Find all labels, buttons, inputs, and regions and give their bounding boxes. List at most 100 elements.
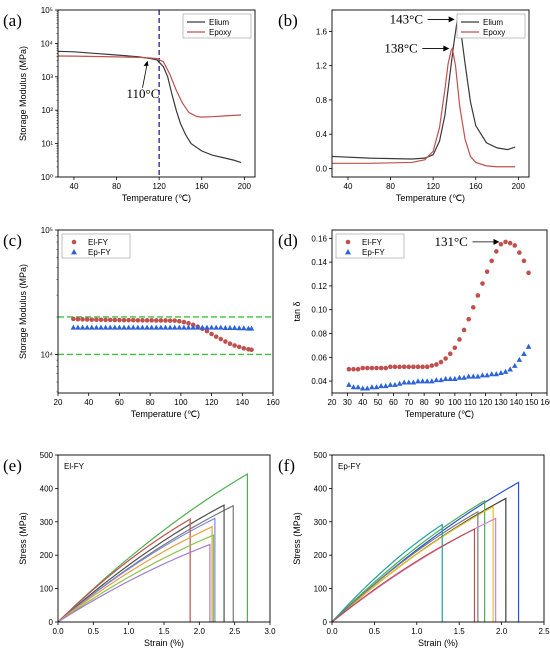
x-tick-label: 40 bbox=[70, 182, 79, 191]
data-point bbox=[355, 384, 361, 390]
data-point bbox=[231, 324, 238, 330]
data-point bbox=[511, 362, 518, 368]
stress-strain-curve bbox=[332, 510, 479, 622]
data-point bbox=[420, 364, 425, 370]
y-tick-label: 10⁵ bbox=[41, 226, 53, 235]
data-point bbox=[512, 243, 518, 248]
x-tick-label: 160 bbox=[195, 182, 209, 191]
x-tick-label: 160 bbox=[540, 398, 550, 407]
data-point bbox=[75, 316, 81, 322]
panel-label: (d) bbox=[278, 231, 298, 250]
data-point bbox=[470, 373, 477, 379]
data-point bbox=[516, 356, 523, 362]
x-tick-label: 120 bbox=[426, 182, 440, 191]
annotation-arrowhead bbox=[443, 45, 450, 52]
x-tick-label: 120 bbox=[152, 182, 166, 191]
plot-frame bbox=[331, 229, 548, 394]
legend-label: Epoxy bbox=[483, 28, 505, 37]
panel-e: (e) 0.0 0.5 1.0 1.5 2.0 2.5 3.0 0 100 200 300 400 500… bbox=[3, 451, 276, 648]
data-point bbox=[378, 383, 384, 389]
legend-label: Elium bbox=[209, 18, 229, 27]
data-point bbox=[121, 317, 127, 323]
data-point bbox=[503, 239, 508, 245]
data-point bbox=[102, 324, 109, 330]
data-point bbox=[373, 384, 380, 390]
data-point bbox=[236, 344, 242, 350]
data-point bbox=[135, 324, 141, 330]
data-point bbox=[507, 240, 513, 246]
data-point bbox=[172, 318, 178, 323]
legend-marker bbox=[71, 249, 77, 255]
data-point bbox=[465, 373, 472, 379]
stress-strain-curve bbox=[58, 534, 215, 622]
data-point bbox=[452, 375, 458, 381]
data-point bbox=[396, 380, 403, 386]
data-point bbox=[442, 375, 449, 381]
data-point bbox=[397, 364, 402, 370]
x-tick-label: 0.5 bbox=[88, 627, 100, 636]
y-axis-label: Storage Modulus (MPa) bbox=[18, 46, 28, 141]
annotation-arrow bbox=[142, 61, 148, 88]
data-point bbox=[475, 373, 481, 379]
data-point bbox=[171, 324, 178, 330]
data-point bbox=[502, 368, 509, 374]
y-tick-label: 10⁴ bbox=[41, 39, 54, 48]
data-point bbox=[470, 305, 476, 310]
data-point bbox=[213, 334, 219, 339]
data-point bbox=[190, 324, 196, 330]
x-tick-label: 80 bbox=[146, 398, 155, 407]
stress-strain-curve bbox=[58, 543, 211, 622]
stress-strain-curve bbox=[58, 517, 216, 622]
x-tick-label: 70 bbox=[404, 398, 413, 407]
x-tick-label: 150 bbox=[525, 398, 539, 407]
panel-label: (f) bbox=[278, 456, 295, 475]
data-point bbox=[517, 250, 522, 255]
y-tick-label: 400 bbox=[314, 484, 328, 493]
data-point bbox=[401, 379, 407, 385]
legend-label: Epoxy bbox=[209, 28, 231, 37]
data-point bbox=[236, 325, 243, 331]
data-point bbox=[369, 365, 375, 371]
x-tick-label: 20 bbox=[54, 398, 63, 407]
data-point bbox=[457, 337, 462, 342]
data-point bbox=[484, 269, 490, 274]
data-point bbox=[466, 316, 471, 322]
data-point bbox=[227, 341, 233, 346]
data-point bbox=[521, 258, 527, 264]
data-point bbox=[415, 364, 421, 370]
data-point bbox=[494, 249, 499, 254]
data-point bbox=[94, 317, 99, 323]
data-point bbox=[424, 378, 431, 384]
x-tick-label: 2.0 bbox=[194, 627, 206, 636]
data-point bbox=[447, 351, 453, 357]
y-tick-label: 10⁴ bbox=[41, 350, 54, 359]
data-point bbox=[438, 359, 444, 365]
x-tick-label: 200 bbox=[238, 182, 252, 191]
x-tick-label: 0.5 bbox=[369, 627, 381, 636]
data-point bbox=[248, 325, 255, 331]
data-point bbox=[526, 270, 531, 276]
data-point bbox=[429, 363, 435, 368]
data-point bbox=[227, 324, 233, 330]
plot-area bbox=[332, 19, 516, 168]
data-point bbox=[163, 318, 168, 323]
x-tick-label: 2.0 bbox=[496, 627, 508, 636]
panel-label: (a) bbox=[3, 11, 22, 30]
data-point bbox=[387, 381, 394, 387]
y-tick-label: 10¹ bbox=[41, 140, 53, 149]
annotation-label: 131°C bbox=[434, 234, 467, 249]
data-point bbox=[204, 328, 210, 334]
data-point bbox=[71, 316, 76, 322]
data-point bbox=[461, 327, 467, 333]
data-point bbox=[392, 364, 398, 370]
y-tick-label: 100 bbox=[314, 585, 328, 594]
y-tick-label: 0.08 bbox=[311, 330, 327, 339]
data-point bbox=[167, 318, 173, 323]
y-tick-label: 0 bbox=[49, 618, 54, 627]
series-line bbox=[332, 46, 516, 168]
data-point bbox=[479, 372, 486, 378]
legend-marker bbox=[345, 249, 351, 255]
data-point bbox=[452, 345, 458, 351]
data-point bbox=[89, 317, 95, 322]
stress-strain-curve bbox=[332, 505, 494, 622]
